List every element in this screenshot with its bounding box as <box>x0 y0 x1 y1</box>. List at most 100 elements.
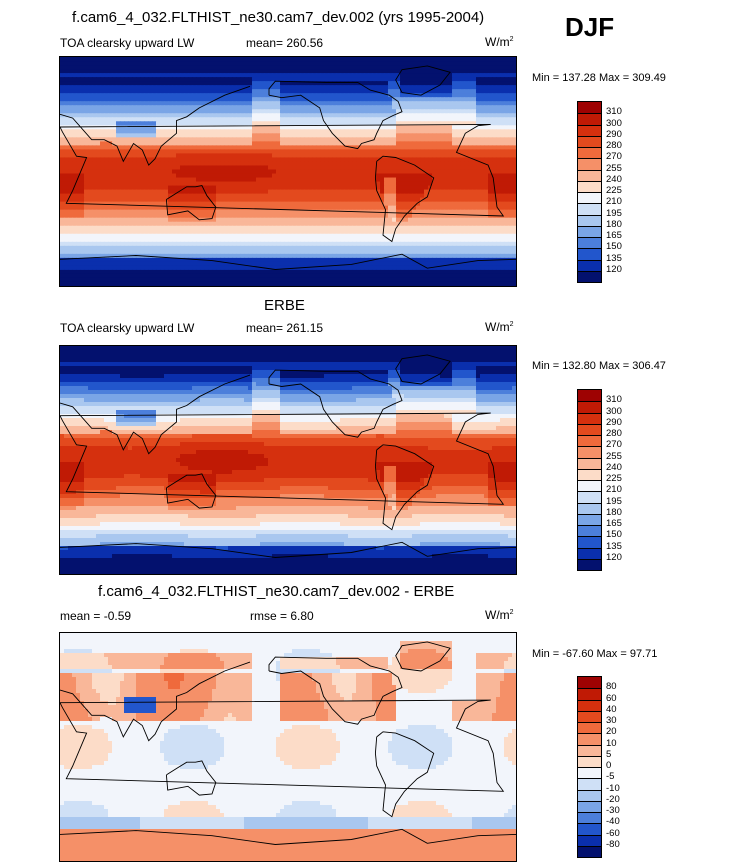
map-cell <box>128 181 133 187</box>
map-cell <box>396 197 401 203</box>
map-cell <box>328 101 333 106</box>
map-cell <box>352 189 357 195</box>
map-cell <box>232 201 237 207</box>
map-cell <box>108 185 113 191</box>
map-cell <box>452 117 457 122</box>
map-cell <box>76 185 81 191</box>
map-cell <box>416 201 421 207</box>
map-cell <box>428 85 433 90</box>
map-cell <box>312 209 317 215</box>
panel-1-mean: mean= 260.56 <box>246 36 324 50</box>
map-cell <box>248 57 253 62</box>
map-cell <box>404 161 409 167</box>
map-cell <box>132 65 137 70</box>
map-cell <box>316 93 321 98</box>
map-cell <box>216 173 221 179</box>
map-cell <box>508 177 513 183</box>
map-cell <box>224 117 229 122</box>
map-cell <box>304 173 309 179</box>
map-cell <box>192 129 197 134</box>
map-cell <box>416 225 421 231</box>
map-cell <box>372 213 377 219</box>
map-cell <box>344 197 349 203</box>
map-cell <box>496 105 501 110</box>
map-cell <box>236 73 241 78</box>
map-cell <box>160 189 165 195</box>
map-cell <box>144 229 149 235</box>
map-cell <box>512 141 516 146</box>
map-cell <box>192 197 197 203</box>
map-cell <box>480 149 485 155</box>
map-cell <box>408 177 413 183</box>
map-cell <box>272 121 277 126</box>
map-cell <box>172 73 177 78</box>
map-cell <box>92 113 97 118</box>
map-cell <box>160 105 165 110</box>
map-cell <box>384 85 389 90</box>
map-cell <box>256 153 261 159</box>
map-cell <box>228 229 233 235</box>
map-cell <box>260 113 265 118</box>
map-cell <box>308 81 313 86</box>
map-cell <box>336 149 341 155</box>
map-cell <box>328 229 333 235</box>
map-cell <box>176 165 181 171</box>
map-cell <box>300 129 305 134</box>
map-cell <box>176 109 181 114</box>
map-cell <box>476 225 481 231</box>
map-cell <box>496 109 501 114</box>
map-cell <box>256 185 261 191</box>
map-cell <box>236 69 241 74</box>
map-cell <box>472 97 477 102</box>
map-cell <box>324 161 329 167</box>
map-cell <box>116 61 121 66</box>
map-cell <box>504 149 509 155</box>
map-cell <box>80 181 85 187</box>
map-cell <box>492 209 497 215</box>
map-cell <box>172 173 177 179</box>
map-cell <box>252 81 257 86</box>
map-cell <box>244 173 249 179</box>
map-cell <box>496 129 501 134</box>
map-cell <box>476 61 481 66</box>
map-cell <box>404 197 409 203</box>
map-cell <box>156 193 161 199</box>
map-cell <box>512 197 516 203</box>
map-cell <box>100 205 105 211</box>
map-cell <box>388 137 393 142</box>
map-cell <box>224 145 229 151</box>
map-cell <box>424 149 429 155</box>
map-cell <box>388 185 393 191</box>
map-cell <box>148 81 153 86</box>
map-cell <box>352 221 357 227</box>
map-cell <box>380 161 385 167</box>
map-cell <box>64 205 69 211</box>
map-cell <box>416 197 421 203</box>
map-cell <box>268 109 273 114</box>
map-cell <box>224 109 229 114</box>
map-cell <box>308 121 313 126</box>
map-cell <box>200 77 205 82</box>
map-cell <box>72 81 77 86</box>
map-cell <box>312 105 317 110</box>
map-cell <box>288 169 293 175</box>
map-cell <box>196 161 201 167</box>
map-cell <box>288 149 293 155</box>
map-cell <box>456 213 461 219</box>
map-cell <box>268 165 273 171</box>
map-cell <box>444 161 449 167</box>
map-cell <box>276 81 281 86</box>
map-cell <box>368 133 373 138</box>
map-cell <box>236 197 241 203</box>
map-cell <box>152 137 157 142</box>
map-cell <box>152 205 157 211</box>
map-cell <box>272 61 277 66</box>
map-cell <box>508 73 513 78</box>
map-cell <box>120 229 125 235</box>
map-cell <box>204 117 209 122</box>
map-cell <box>264 97 269 102</box>
map-cell <box>408 69 413 74</box>
map-cell <box>360 117 365 122</box>
map-cell <box>104 177 109 183</box>
map-cell <box>276 85 281 90</box>
